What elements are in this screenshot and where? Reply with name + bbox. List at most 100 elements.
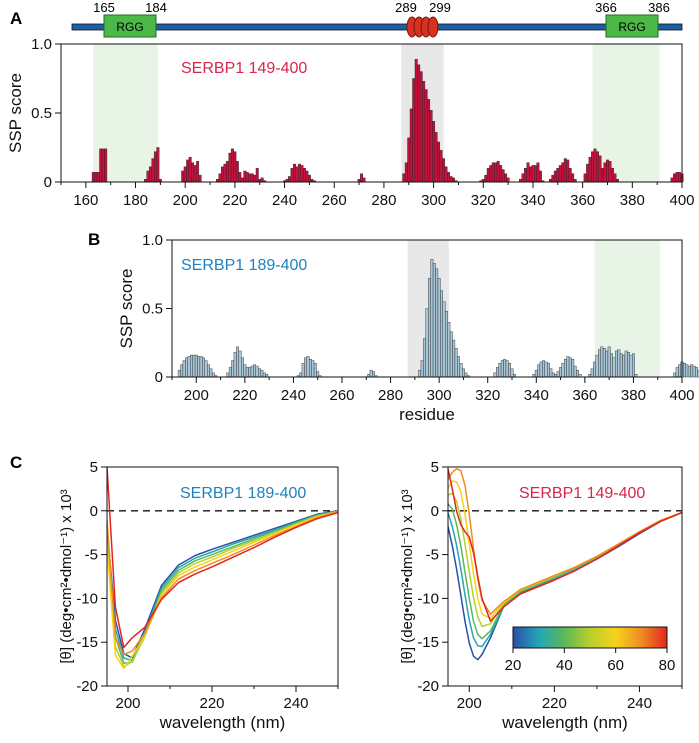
ssp-bar <box>611 167 614 183</box>
cd-series-20 <box>107 510 338 659</box>
ssp-bar <box>551 372 555 378</box>
ssp-bar <box>307 174 311 183</box>
ssp-bar <box>685 364 689 378</box>
ssp-bar <box>593 148 597 183</box>
panel-label-a: A <box>10 9 22 28</box>
rgg-box-1-label: RGG <box>116 20 143 34</box>
ssp-bar <box>422 81 426 183</box>
domain-map: RGG 165 184 RGG 366 386 289 299 <box>71 0 683 38</box>
ssp-bar <box>591 151 595 183</box>
y-tick-label: 0 <box>155 369 163 386</box>
panel-label-c: C <box>10 453 22 472</box>
ssp-bar <box>627 352 630 378</box>
rgg-box-2-label: RGG <box>618 20 645 34</box>
rgg-box-2 <box>605 14 659 38</box>
x-tick-label: 340 <box>520 192 545 209</box>
x-tick-label: 260 <box>329 387 354 404</box>
ssp-bar <box>489 165 493 183</box>
ssp-bar <box>596 151 599 183</box>
x-tick-label: 180 <box>123 192 148 209</box>
ssp-bar <box>253 174 257 183</box>
x-tick-label: 300 <box>427 387 452 404</box>
ssp-bar <box>236 346 239 378</box>
cd-series-60 <box>107 510 338 670</box>
ssp-bar <box>561 363 565 378</box>
temperature-colorbar: 20 40 60 80 <box>505 626 675 674</box>
ssp-bar <box>588 156 592 183</box>
ssp-bar <box>510 368 514 378</box>
ssp-bar <box>576 369 579 378</box>
ssp-bar <box>484 174 488 183</box>
ssp-bar <box>311 360 315 378</box>
ssp-bar <box>211 372 215 378</box>
ssp-bar <box>233 151 237 183</box>
ssp-bar <box>605 350 609 378</box>
ssp-bar <box>529 166 532 183</box>
ssp-bar <box>94 172 98 183</box>
x-tick-label: 400 <box>669 192 694 209</box>
ssp-bar <box>241 357 244 378</box>
ssp-bar <box>608 161 612 183</box>
cd-series-70 <box>448 468 682 615</box>
ssp-bar <box>425 308 429 378</box>
ssp-bar <box>187 356 191 378</box>
ssp-bar <box>600 346 604 378</box>
ssp-bar <box>678 172 681 183</box>
y-tick-label: 5 <box>90 459 98 476</box>
ssp-bar <box>670 177 674 183</box>
ssp-bar <box>218 173 222 183</box>
ssp-bar <box>690 364 694 378</box>
x-tick-label: 300 <box>421 192 446 209</box>
y-axis-label: [θ] (deg•cm²•dmol⁻¹) x 10³ <box>399 489 416 663</box>
ssp-bar <box>601 167 604 183</box>
colorbar-tick-label: 20 <box>505 657 522 674</box>
x-tick-label: 200 <box>184 387 209 404</box>
ssp-bar <box>188 156 192 183</box>
ssp-bar <box>598 349 601 378</box>
ssp-bar <box>544 361 548 378</box>
ssp-bar <box>260 177 264 183</box>
y-tick-label: -10 <box>76 590 98 607</box>
ssp-bar <box>402 173 406 183</box>
ssp-bar <box>551 174 555 183</box>
x-tick-label: 280 <box>378 387 403 404</box>
ssp-bar <box>586 163 590 183</box>
y-tick-label: -20 <box>417 678 439 695</box>
x-tick-label: 240 <box>281 387 306 404</box>
chart-title: SERBP1 149-400 <box>181 60 307 77</box>
ssp-bar <box>243 364 247 378</box>
ssp-bar <box>549 368 553 378</box>
ssp-bar <box>499 165 503 183</box>
ssp-bar <box>500 360 504 378</box>
ssp-bar <box>207 364 210 378</box>
ssp-chart-189-400: 200 220 240 260 280 300 320 340 360 380 400 0 0.5 1.0… <box>117 232 699 424</box>
ssp-bar <box>423 338 426 378</box>
ssp-bar <box>437 141 441 183</box>
ssp-bar <box>418 369 422 378</box>
y-axis-label: SSP score <box>117 268 136 348</box>
y-tick-label: -5 <box>426 547 439 564</box>
ssp-bar <box>430 258 434 378</box>
y-tick-label: 0 <box>90 503 98 520</box>
ssp-bar <box>454 348 458 378</box>
protein-sequence-bar <box>71 23 683 31</box>
rgg1-end-label: 184 <box>145 0 167 15</box>
ssp-bar <box>209 368 213 378</box>
ssp-bar <box>190 354 193 378</box>
ssp-bar <box>233 352 237 378</box>
ssp-bar <box>293 163 296 183</box>
ssp-bar <box>506 177 510 183</box>
y-tick-label: 0.5 <box>142 301 163 318</box>
ssp-bar <box>255 365 259 378</box>
ssp-bar <box>419 71 423 183</box>
ssp-bar <box>632 353 635 378</box>
ssp-bar <box>573 365 577 378</box>
ssp-bar <box>295 166 299 183</box>
chart-title: SERBP1 149-400 <box>519 485 645 502</box>
ssp-bar <box>501 169 505 183</box>
ssp-bar <box>583 173 587 183</box>
x-axis-label: wavelength (nm) <box>159 713 286 732</box>
plot-frame <box>106 466 339 687</box>
ssp-bar <box>226 372 230 378</box>
ssp-bar <box>230 148 234 183</box>
